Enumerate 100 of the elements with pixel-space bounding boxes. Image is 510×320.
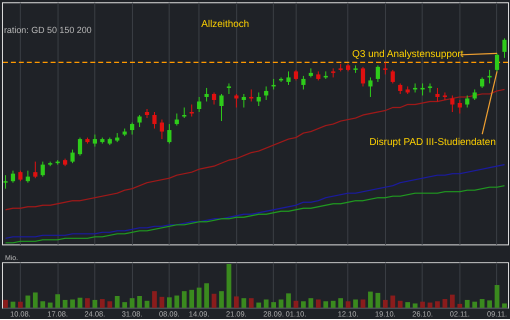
candlestick xyxy=(376,64,380,82)
candlestick xyxy=(256,92,261,106)
bar xyxy=(398,300,403,308)
candlestick xyxy=(204,87,209,102)
bar xyxy=(234,296,239,308)
bar xyxy=(25,296,30,308)
candlestick xyxy=(3,174,8,190)
bar xyxy=(368,292,373,308)
bar xyxy=(10,302,16,308)
bar xyxy=(464,300,470,308)
bar xyxy=(376,292,380,308)
candlestick xyxy=(197,96,202,112)
candlestick xyxy=(242,93,246,108)
bar xyxy=(70,300,75,308)
text: Allzeithoch xyxy=(201,19,250,30)
candlestick xyxy=(472,88,477,100)
bar xyxy=(100,299,105,308)
bar xyxy=(278,300,284,308)
candlestick xyxy=(450,94,454,112)
candlestick xyxy=(413,82,418,93)
bar xyxy=(18,302,23,308)
bar xyxy=(353,300,358,308)
candlestick xyxy=(70,149,75,164)
bar xyxy=(130,298,134,308)
candlestick xyxy=(137,114,142,128)
candlestick xyxy=(294,69,298,81)
candlestick xyxy=(331,68,336,78)
candlestick xyxy=(33,161,38,179)
candlestick xyxy=(308,68,313,78)
bar xyxy=(182,291,187,308)
candlestick xyxy=(301,75,306,90)
candlestick xyxy=(494,52,500,72)
candlestick xyxy=(219,93,224,122)
bar xyxy=(390,296,396,308)
bar xyxy=(40,301,46,308)
bar xyxy=(420,302,425,308)
bar xyxy=(286,293,291,308)
bar xyxy=(494,285,500,308)
candlestick xyxy=(458,99,462,114)
bar xyxy=(32,292,38,308)
bar xyxy=(166,297,172,308)
bar xyxy=(62,300,68,308)
bar xyxy=(174,296,180,308)
candlestick xyxy=(360,66,366,87)
bar xyxy=(114,296,120,308)
bar xyxy=(3,300,8,308)
bar xyxy=(55,294,60,308)
candlestick xyxy=(167,124,172,144)
bar xyxy=(412,303,418,308)
bar xyxy=(160,296,164,308)
bar xyxy=(107,301,112,308)
bar xyxy=(48,302,53,308)
candlestick xyxy=(502,38,507,58)
bar xyxy=(360,300,366,308)
bar xyxy=(316,300,321,308)
bar xyxy=(264,300,269,308)
candlestick xyxy=(316,70,320,81)
bar xyxy=(480,299,485,308)
candlestick xyxy=(272,78,276,90)
bar xyxy=(502,303,507,308)
bar xyxy=(450,294,455,308)
candlestick xyxy=(368,76,373,98)
candlestick xyxy=(92,134,97,148)
bar xyxy=(92,300,98,308)
bar xyxy=(308,298,314,308)
candlestick xyxy=(174,113,179,126)
candlestick xyxy=(390,69,395,84)
candlestick xyxy=(383,62,388,75)
bar xyxy=(204,283,209,308)
candlestick xyxy=(226,82,232,94)
candlestick xyxy=(160,119,164,140)
bar xyxy=(226,264,232,308)
bar xyxy=(122,302,128,308)
bar xyxy=(487,300,492,308)
bar xyxy=(256,302,262,308)
bar xyxy=(137,296,142,308)
candlestick xyxy=(428,82,432,93)
bar xyxy=(428,302,432,308)
candlestick xyxy=(130,122,134,136)
annotation: Disrupt PAD III-Studiendaten xyxy=(369,137,496,148)
text: ration: GD 50 150 200 xyxy=(4,24,92,35)
bar xyxy=(78,298,82,308)
bar xyxy=(219,291,224,308)
bar xyxy=(271,302,276,308)
bar xyxy=(472,302,478,308)
bar xyxy=(241,298,246,308)
bar xyxy=(85,298,90,308)
bar xyxy=(323,301,328,308)
annotation: Q3 und Analystensupport xyxy=(352,48,464,60)
bar xyxy=(189,290,194,308)
candlestick xyxy=(480,76,484,88)
candlestick xyxy=(465,94,470,108)
candlestick xyxy=(152,112,157,130)
candlestick xyxy=(18,170,23,182)
bar xyxy=(382,300,388,308)
candlestick xyxy=(10,170,16,184)
candlestick xyxy=(264,86,268,100)
bar xyxy=(152,291,157,308)
bar xyxy=(435,301,440,308)
bar xyxy=(248,298,254,308)
